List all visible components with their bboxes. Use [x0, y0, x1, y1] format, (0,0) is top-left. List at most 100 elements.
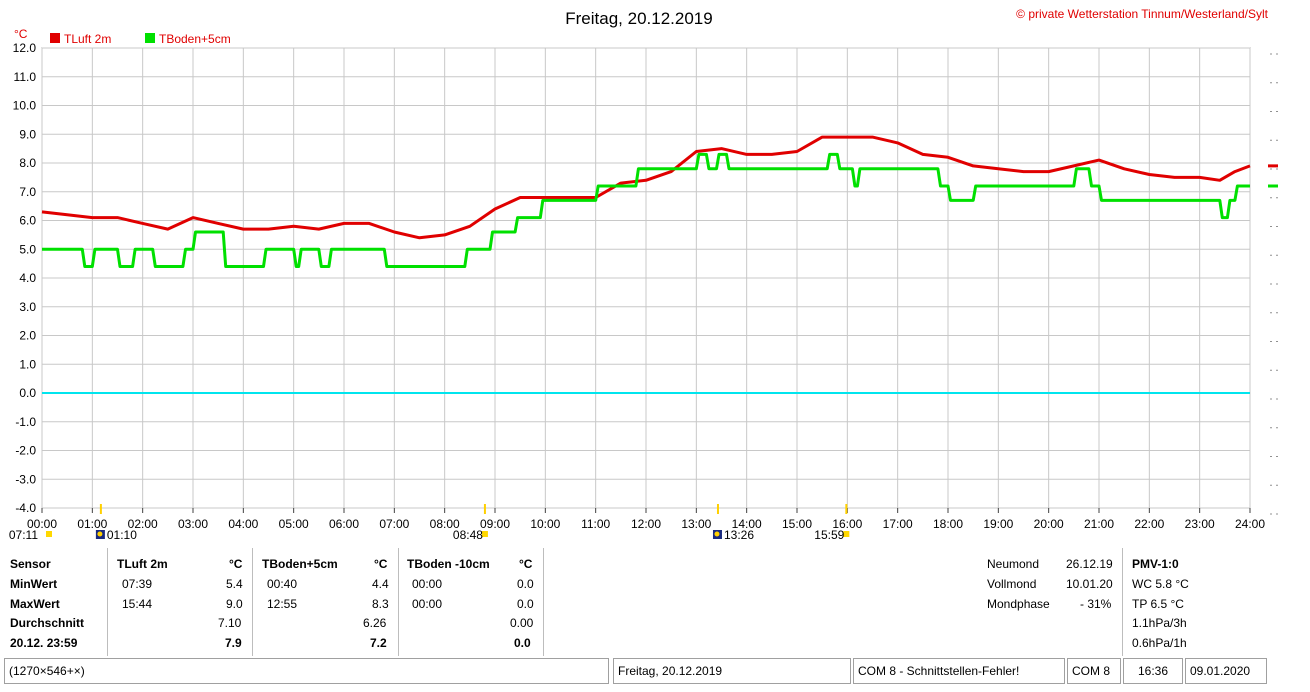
current-marker-1 — [1268, 185, 1278, 188]
chart-title: Freitag, 20.12.2019 — [565, 9, 712, 28]
neumond-date: 26.12.19 — [1066, 557, 1113, 571]
time-marker-label: 15:59 — [814, 528, 844, 542]
tboden10-max-val: 0.0 — [517, 597, 534, 611]
row-label-max: MaxWert — [10, 597, 60, 611]
time-marker-label: 01:10 — [107, 528, 137, 542]
current-marker-0 — [1268, 164, 1278, 167]
tboden5-min-val: 4.4 — [372, 577, 389, 591]
tluft-max-val: 9.0 — [226, 597, 243, 611]
status-time: 16:36 — [1123, 658, 1183, 684]
pmv-tp: TP 6.5 °C — [1132, 597, 1184, 611]
status-today: 09.01.2020 — [1185, 658, 1267, 684]
time-marker-label: 07:11 — [9, 528, 38, 542]
mondphase-label: Mondphase — [987, 597, 1050, 611]
tboden5-max-val: 8.3 — [372, 597, 389, 611]
grid — [42, 48, 1250, 508]
x-tick-label: 18:00 — [933, 517, 963, 531]
row-label-current: 20.12. 23:59 — [10, 636, 77, 650]
x-tick-label: 03:00 — [178, 517, 208, 531]
y-tick-label: 11.0 — [14, 70, 37, 84]
x-axis: 00:00 01:00 02:00 03:00 04:00 05:00 06:00 07:00… — [27, 508, 1265, 531]
sun-dot-icon — [97, 532, 102, 537]
x-tick-label: 24:00 — [1235, 517, 1265, 531]
neumond-label: Neumond — [987, 557, 1039, 571]
x-tick-label: 22:00 — [1134, 517, 1164, 531]
time-marker-label: 13:26 — [724, 528, 754, 542]
tboden10-max-time: 00:00 — [412, 597, 442, 611]
x-tick-label: 17:00 — [883, 517, 913, 531]
tboden5-max-time: 12:55 — [267, 597, 297, 611]
y-tick-label: 8.0 — [19, 156, 36, 170]
tluft-min-time: 07:39 — [122, 577, 152, 591]
col-tboden5-name: TBoden+5cm — [262, 557, 338, 571]
x-tick-label: 10:00 — [530, 517, 560, 531]
copyright-label: © private Wetterstation Tinnum/Westerlan… — [1016, 7, 1269, 21]
tboden10-min-time: 00:00 — [412, 577, 442, 591]
tboden5-avg: 6.26 — [363, 616, 386, 630]
y-tick-label: -4.0 — [15, 501, 36, 515]
status-date: Freitag, 20.12.2019 — [613, 658, 851, 684]
legend-swatch-tluft — [50, 33, 60, 43]
legend-label-tboden: TBoden+5cm — [159, 32, 231, 46]
col-tboden10-unit: °C — [519, 557, 532, 571]
legend-swatch-tboden — [145, 33, 155, 43]
y-tick-label: 4.0 — [19, 271, 36, 285]
y-unit-label: °C — [14, 27, 28, 41]
col-tboden10-name: TBoden -10cm — [407, 557, 490, 571]
y-tick-label: -3.0 — [15, 472, 36, 486]
row-label-min: MinWert — [10, 577, 57, 591]
temperature-chart: Freitag, 20.12.2019 © private Wetterstat… — [0, 0, 1310, 545]
vollmond-label: Vollmond — [987, 577, 1036, 591]
x-tick-label: 19:00 — [983, 517, 1013, 531]
x-tick-label: 23:00 — [1185, 517, 1215, 531]
x-tick-label: 12:00 — [631, 517, 661, 531]
y-tick-label: 5.0 — [19, 242, 36, 256]
tboden10-current: 0.0 — [514, 636, 531, 650]
y-tick-label: 7.0 — [19, 185, 36, 199]
y-tick-label: -1.0 — [15, 415, 36, 429]
status-error: COM 8 - Schnittstellen-Fehler! — [853, 658, 1065, 684]
y-tick-label: 0.0 — [19, 386, 36, 400]
tluft-current: 7.9 — [225, 636, 242, 650]
row-label-sensor: Sensor — [10, 557, 51, 571]
y-tick-label: -2.0 — [15, 444, 36, 458]
x-tick-label: 13:00 — [681, 517, 711, 531]
row-label-avg: Durchschnitt — [10, 616, 84, 630]
y-axis: 12.0 11.0 10.0 9.0 8.0 7.0 6.0 5.0 4.0 3.0 2.0 1.0 0… — [13, 41, 37, 515]
x-tick-label: 15:00 — [782, 517, 812, 531]
time-marker-label: 08:48 — [453, 528, 483, 542]
y-tick-label: 6.0 — [19, 214, 36, 228]
pmv-title: PMV-1:0 — [1132, 557, 1179, 571]
col-tluft-unit: °C — [229, 557, 242, 571]
x-tick-label: 05:00 — [279, 517, 309, 531]
vollmond-date: 10.01.20 — [1066, 577, 1113, 591]
tboden5-current: 7.2 — [370, 636, 387, 650]
status-port: COM 8 — [1067, 658, 1121, 684]
y-tick-label: 3.0 — [19, 300, 36, 314]
tboden5-min-time: 00:40 — [267, 577, 297, 591]
x-tick-label: 06:00 — [329, 517, 359, 531]
x-tick-label: 07:00 — [379, 517, 409, 531]
tluft-min-val: 5.4 — [226, 577, 243, 591]
legend-label-tluft: TLuft 2m — [64, 32, 111, 46]
tboden10-min-val: 0.0 — [517, 577, 534, 591]
pmv-p3h: 1.1hPa/3h — [1132, 616, 1187, 630]
marker-dot-icon — [46, 531, 52, 537]
x-tick-label: 01:00 — [77, 517, 107, 531]
x-tick-label: 11:00 — [581, 517, 610, 531]
sun-dot-icon — [714, 532, 719, 537]
x-tick-label: 09:00 — [480, 517, 510, 531]
x-tick-label: 04:00 — [228, 517, 258, 531]
tluft-max-time: 15:44 — [122, 597, 152, 611]
x-tick-label: 20:00 — [1034, 517, 1064, 531]
y-tick-label: 1.0 — [19, 357, 36, 371]
col-tluft-name: TLuft 2m — [117, 557, 168, 571]
pmv-wc: WC 5.8 °C — [1132, 577, 1189, 591]
y-tick-label: 9.0 — [19, 127, 36, 141]
tboden10-avg: 0.00 — [510, 616, 533, 630]
status-size: (1270×546+×) — [4, 658, 609, 684]
y-tick-label: 12.0 — [13, 41, 37, 55]
col-tboden5-unit: °C — [374, 557, 387, 571]
mondphase-value: - 31% — [1080, 597, 1111, 611]
y-tick-label: 10.0 — [13, 99, 37, 113]
